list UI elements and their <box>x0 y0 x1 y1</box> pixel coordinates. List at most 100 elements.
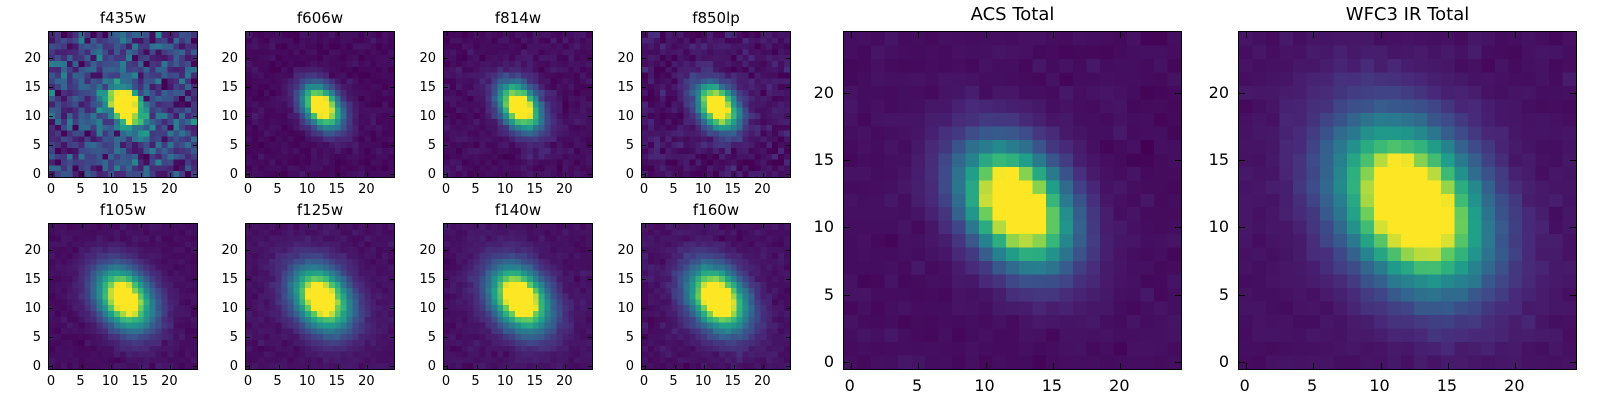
y-tick-label: 20 <box>813 82 834 102</box>
x-tick-label: 10 <box>694 182 712 197</box>
y-tick-label: 15 <box>221 79 238 95</box>
y-tick-mark-right <box>390 279 394 280</box>
y-tick-mark-right <box>1570 362 1576 363</box>
x-tick-label: 20 <box>1109 376 1130 395</box>
x-tick-label: 0 <box>46 182 56 197</box>
x-tick-label: 15 <box>131 374 149 389</box>
x-tick-mark-bottom <box>279 365 280 369</box>
y-tick-label: 15 <box>617 271 634 287</box>
x-tick-label: 0 <box>46 374 56 389</box>
y-tick-mark-right <box>390 337 394 338</box>
y-tick-mark-right <box>390 87 394 88</box>
y-tick-mark-left <box>246 308 250 309</box>
heatmap-f160w <box>642 224 790 369</box>
y-tick-label: 20 <box>221 242 238 258</box>
x-tick-label: 0 <box>639 182 649 197</box>
y-tick-mark-right <box>786 308 790 309</box>
y-tick-mark-left <box>49 145 53 146</box>
y-tick-label: 20 <box>419 242 436 258</box>
y-tick-mark-left <box>49 116 53 117</box>
y-tick-mark-right <box>786 116 790 117</box>
y-tick-label: 10 <box>419 300 436 316</box>
x-tick-mark-bottom <box>447 365 448 369</box>
y-tick-mark-right <box>588 366 592 367</box>
x-tick-label: 10 <box>496 182 514 197</box>
y-tick-label: 5 <box>625 329 634 345</box>
y-tick-mark-left <box>844 362 850 363</box>
x-tick-mark-top <box>704 32 705 36</box>
x-tick-mark-bottom <box>111 365 112 369</box>
y-tick-mark-left <box>49 337 53 338</box>
x-tick-label: 10 <box>694 374 712 389</box>
y-tick-mark-left <box>642 250 646 251</box>
y-tick-label: 15 <box>1208 150 1229 170</box>
y-tick-label: 10 <box>221 300 238 316</box>
panel-wfc3-ir-total <box>1238 31 1577 370</box>
x-tick-mark-top <box>367 224 368 228</box>
y-tick-label: 5 <box>427 329 436 345</box>
x-tick-label: 10 <box>101 374 119 389</box>
x-tick-label: 10 <box>298 374 316 389</box>
y-tick-mark-left <box>642 366 646 367</box>
y-tick-label: 0 <box>427 166 436 182</box>
x-tick-mark-top <box>1381 32 1382 38</box>
x-tick-mark-bottom <box>565 365 566 369</box>
y-tick-label: 5 <box>1218 284 1229 304</box>
panel-title-acs-total: ACS Total <box>970 4 1055 25</box>
x-tick-label: 5 <box>471 182 480 197</box>
panel-acs-total <box>843 31 1182 370</box>
heatmap-f105w <box>49 224 197 369</box>
y-tick-label: 0 <box>1218 352 1229 372</box>
y-tick-mark-left <box>642 337 646 338</box>
y-tick-mark-right <box>1570 93 1576 94</box>
y-tick-label: 5 <box>32 329 41 345</box>
y-tick-mark-left <box>246 366 250 367</box>
y-tick-label: 15 <box>617 79 634 95</box>
x-tick-label: 0 <box>1239 376 1250 395</box>
y-tick-mark-left <box>49 87 53 88</box>
y-tick-label: 5 <box>229 329 238 345</box>
panel-f125w <box>245 223 395 370</box>
x-tick-label: 5 <box>1307 376 1318 395</box>
x-tick-label: 10 <box>1369 376 1390 395</box>
x-tick-mark-top <box>734 32 735 36</box>
y-tick-mark-right <box>786 174 790 175</box>
x-tick-mark-bottom <box>338 365 339 369</box>
x-tick-label: 0 <box>844 376 855 395</box>
x-tick-mark-bottom <box>52 365 53 369</box>
y-tick-mark-right <box>1175 227 1181 228</box>
y-tick-mark-left <box>444 174 448 175</box>
y-tick-mark-left <box>444 279 448 280</box>
x-tick-mark-bottom <box>249 365 250 369</box>
x-tick-mark-bottom <box>645 173 646 177</box>
panel-title-f125w: f125w <box>296 201 344 219</box>
x-tick-mark-bottom <box>141 365 142 369</box>
y-tick-label: 20 <box>1208 82 1229 102</box>
panel-f435w <box>48 31 198 178</box>
y-tick-mark-right <box>786 366 790 367</box>
y-tick-mark-left <box>49 279 53 280</box>
heatmap-f140w <box>444 224 592 369</box>
panel-title-f435w: f435w <box>99 9 147 27</box>
x-tick-label: 20 <box>556 374 573 389</box>
y-tick-label: 15 <box>221 271 238 287</box>
x-tick-mark-bottom <box>477 365 478 369</box>
x-tick-label: 0 <box>441 374 451 389</box>
x-tick-mark-top <box>763 32 764 36</box>
x-tick-mark-bottom <box>734 365 735 369</box>
y-tick-mark-right <box>193 308 197 309</box>
x-tick-mark-top <box>645 224 646 228</box>
y-tick-mark-left <box>444 250 448 251</box>
y-tick-label: 10 <box>221 108 238 124</box>
y-tick-label: 0 <box>32 166 41 182</box>
y-tick-label: 0 <box>823 352 834 372</box>
x-tick-mark-top <box>763 224 764 228</box>
x-tick-label: 15 <box>1436 376 1458 395</box>
x-tick-mark-bottom <box>82 365 83 369</box>
x-tick-mark-bottom <box>1246 363 1247 369</box>
y-tick-mark-left <box>844 93 850 94</box>
x-tick-mark-top <box>1515 32 1516 38</box>
y-tick-mark-right <box>193 116 197 117</box>
y-tick-label: 20 <box>419 50 436 66</box>
